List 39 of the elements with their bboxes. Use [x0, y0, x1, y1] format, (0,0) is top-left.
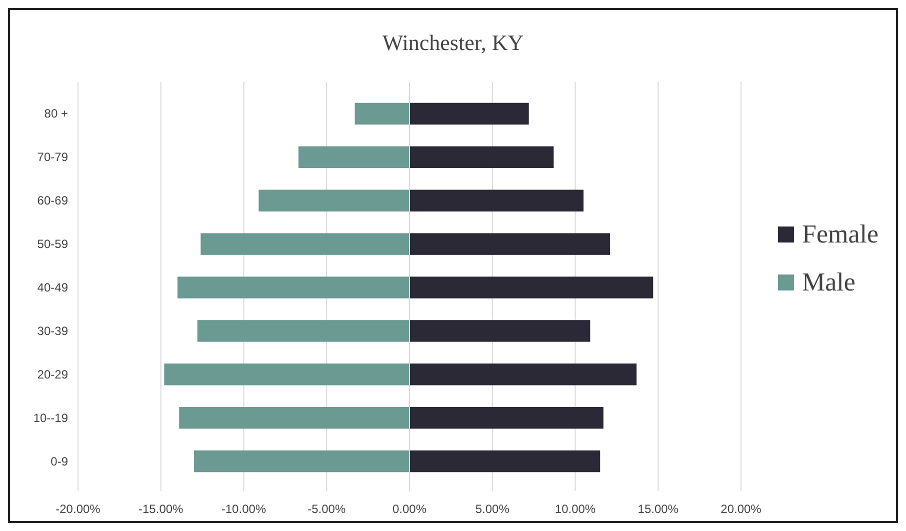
bar	[197, 320, 410, 342]
x-tick-label: -5.00%	[308, 502, 346, 516]
bar	[410, 276, 654, 298]
bar	[410, 102, 529, 125]
bar	[410, 190, 584, 212]
x-tick-label: 0.00%	[392, 502, 427, 516]
chart-title: Winchester, KY	[382, 30, 524, 55]
y-tick-label: 70-79	[37, 150, 68, 164]
bar	[410, 406, 604, 429]
bar	[200, 233, 410, 255]
x-tick-label: -15.00%	[138, 502, 184, 516]
y-tick-label: 60-69	[37, 194, 68, 208]
bar	[177, 276, 410, 298]
y-tick-label: 40-49	[37, 280, 68, 294]
legend-label: Female	[802, 220, 879, 248]
x-tick-label: -20.00%	[56, 502, 101, 516]
y-tick-label: 30-39	[37, 324, 68, 338]
bar	[410, 364, 637, 386]
x-tick-label: 5.00%	[475, 502, 510, 516]
bar	[410, 146, 554, 168]
bar	[258, 190, 410, 212]
bar	[410, 233, 610, 255]
bar	[410, 450, 600, 472]
bar	[298, 146, 410, 168]
x-tick-label: -10.00%	[221, 502, 266, 516]
y-tick-label: 50-59	[37, 237, 68, 252]
y-tick-label: 10--19	[33, 410, 68, 425]
legend-label: Male	[802, 268, 856, 296]
bar	[194, 450, 410, 472]
y-tick-label: 0-9	[50, 454, 68, 468]
bar	[179, 406, 410, 429]
bar	[164, 364, 410, 386]
x-tick-label: 20.00%	[720, 502, 762, 516]
y-tick-label: 80 +	[44, 106, 68, 121]
x-tick-label: 15.00%	[638, 502, 679, 516]
x-tick-label: 10.00%	[554, 502, 596, 516]
bar	[410, 320, 590, 342]
y-tick-label: 20-29	[37, 367, 68, 382]
bar	[354, 102, 410, 125]
